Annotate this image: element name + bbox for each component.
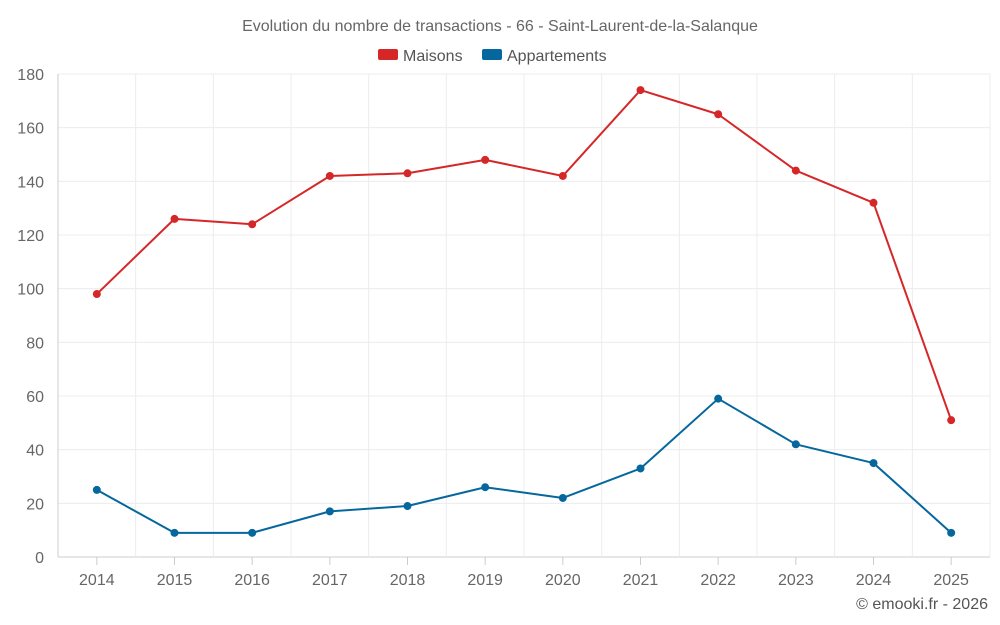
- data-point-maisons-2014[interactable]: [92, 290, 101, 299]
- series: [92, 86, 956, 537]
- y-tick-label-80: 80: [26, 335, 44, 352]
- legend-item-appartements[interactable]: Appartements: [482, 48, 607, 65]
- x-tick-label-2022: 2022: [700, 572, 736, 589]
- x-axis-ticks: 2014 2015 2016 2017 2018 2019 2020 2021 2022 2023…: [79, 557, 969, 589]
- data-point-appartements-2014[interactable]: [92, 485, 101, 494]
- data-point-appartements-2018[interactable]: [403, 502, 412, 511]
- legend-swatch-appartements: [482, 49, 502, 60]
- x-tick-label-2025: 2025: [933, 572, 969, 589]
- x-tick-label-2019: 2019: [467, 572, 503, 589]
- data-point-appartements-2022[interactable]: [714, 394, 723, 403]
- series-line-maisons: [96, 89, 953, 421]
- x-tick-label-2015: 2015: [157, 572, 193, 589]
- y-axis-ticks: 0 20 40 60 80 100 120 140 160 180: [17, 67, 44, 567]
- x-tick-label-2024: 2024: [856, 572, 892, 589]
- legend-item-maisons[interactable]: Maisons: [378, 48, 463, 65]
- data-point-maisons-2020[interactable]: [558, 171, 567, 180]
- data-point-appartements-2015[interactable]: [170, 528, 179, 537]
- y-tick-label-140: 140: [17, 174, 44, 191]
- series-appartements: [92, 394, 956, 537]
- x-tick-label-2020: 2020: [545, 572, 581, 589]
- data-point-maisons-2021[interactable]: [636, 86, 645, 95]
- legend-swatch-maisons: [378, 49, 398, 60]
- data-point-maisons-2017[interactable]: [325, 171, 334, 180]
- x-tick-label-2023: 2023: [778, 572, 814, 589]
- x-tick-label-2021: 2021: [623, 572, 659, 589]
- legend-label-appartements: Appartements: [507, 48, 607, 65]
- data-point-maisons-2019[interactable]: [481, 155, 490, 164]
- data-point-appartements-2021[interactable]: [636, 464, 645, 473]
- series-line-appartements: [96, 397, 952, 534]
- data-point-maisons-2023[interactable]: [791, 166, 800, 175]
- y-tick-label-0: 0: [35, 550, 44, 567]
- data-point-appartements-2024[interactable]: [869, 459, 878, 468]
- credit-text: © emooki.fr - 2026: [856, 596, 988, 613]
- data-point-appartements-2017[interactable]: [325, 507, 334, 516]
- data-point-maisons-2024[interactable]: [869, 198, 878, 207]
- x-tick-label-2018: 2018: [390, 572, 426, 589]
- series-maisons: [92, 86, 956, 425]
- data-point-maisons-2016[interactable]: [248, 220, 257, 229]
- x-tick-label-2014: 2014: [79, 572, 115, 589]
- y-tick-label-40: 40: [26, 443, 44, 460]
- data-point-appartements-2025[interactable]: [947, 528, 956, 537]
- y-tick-label-160: 160: [17, 121, 44, 138]
- y-tick-label-20: 20: [26, 496, 44, 513]
- legend-label-maisons: Maisons: [403, 48, 463, 65]
- x-tick-label-2017: 2017: [312, 572, 348, 589]
- data-point-appartements-2016[interactable]: [248, 528, 257, 537]
- data-point-maisons-2015[interactable]: [170, 214, 179, 223]
- data-point-maisons-2018[interactable]: [403, 169, 412, 178]
- x-tick-label-2016: 2016: [234, 572, 270, 589]
- y-tick-label-180: 180: [17, 67, 44, 84]
- data-point-appartements-2020[interactable]: [558, 493, 567, 502]
- y-tick-label-100: 100: [17, 282, 44, 299]
- legend: Maisons Appartements: [378, 48, 607, 65]
- grid: [57, 73, 991, 558]
- data-point-maisons-2025[interactable]: [947, 416, 956, 425]
- y-tick-label-60: 60: [26, 389, 44, 406]
- chart-title: Evolution du nombre de transactions - 66…: [242, 18, 758, 35]
- y-tick-label-120: 120: [17, 228, 44, 245]
- data-point-appartements-2019[interactable]: [481, 483, 490, 492]
- data-point-appartements-2023[interactable]: [791, 440, 800, 449]
- data-point-maisons-2022[interactable]: [714, 110, 723, 119]
